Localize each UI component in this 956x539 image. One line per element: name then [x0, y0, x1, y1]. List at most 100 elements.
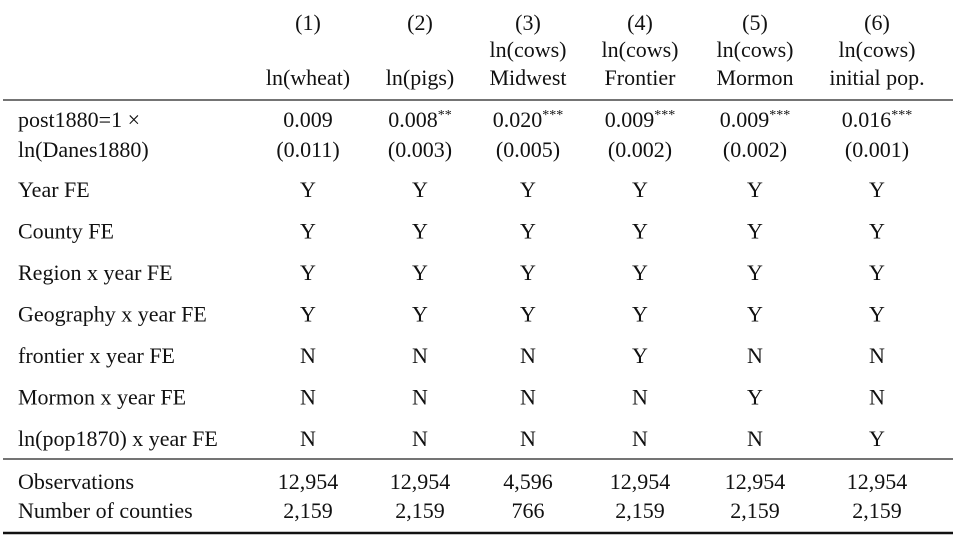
cell: 766: [512, 498, 545, 523]
significance-stars: **: [438, 108, 452, 123]
cell: 12,954: [847, 469, 908, 494]
estimate-value: 0.016: [842, 107, 892, 132]
row-label: ln(pop1870) x year FE: [18, 426, 218, 451]
cell: N: [300, 385, 316, 410]
row-label: post1880=1 ×: [18, 107, 140, 132]
estimate-value: 0.008: [388, 107, 438, 132]
cell: Y: [632, 177, 648, 202]
cell: Y: [869, 426, 885, 451]
estimate-value: 0.009: [720, 107, 770, 132]
significance-stars: ***: [542, 108, 563, 123]
cell: Y: [412, 302, 428, 327]
cell: Y: [632, 343, 648, 368]
row-label: Observations: [18, 469, 134, 494]
cell: 2,159: [283, 498, 333, 523]
row-label: County FE: [18, 219, 114, 244]
cell: N: [632, 385, 648, 410]
cell: Y: [300, 260, 316, 285]
cell: Y: [747, 177, 763, 202]
cell: N: [412, 426, 428, 451]
significance-stars: ***: [654, 108, 675, 123]
column-label: Mormon: [717, 65, 794, 90]
cell: N: [300, 343, 316, 368]
standard-error: (0.002): [608, 137, 672, 162]
cell: 2,159: [395, 498, 445, 523]
estimate: 0.009***: [720, 107, 791, 132]
cell: Y: [747, 219, 763, 244]
estimate-value: 0.020: [493, 107, 543, 132]
column-label: ln(cows): [490, 37, 567, 62]
estimate-value: 0.009: [283, 107, 333, 132]
cell: 12,954: [278, 469, 339, 494]
cell: 12,954: [725, 469, 786, 494]
cell: Y: [412, 177, 428, 202]
cell: Y: [632, 302, 648, 327]
cell: N: [632, 426, 648, 451]
row-label: Mormon x year FE: [18, 385, 186, 410]
column-number: (3): [515, 10, 541, 35]
cell: Y: [520, 219, 536, 244]
standard-error: (0.005): [496, 137, 560, 162]
cell: Y: [869, 260, 885, 285]
cell: N: [412, 343, 428, 368]
cell: N: [869, 343, 885, 368]
standard-error: (0.001): [845, 137, 909, 162]
estimate-value: 0.009: [605, 107, 655, 132]
standard-error: (0.003): [388, 137, 452, 162]
column-label: Midwest: [490, 65, 567, 90]
cell: 12,954: [390, 469, 451, 494]
cell: Y: [747, 385, 763, 410]
standard-error: (0.011): [276, 137, 339, 162]
cell: 4,596: [503, 469, 553, 494]
column-label: ln(wheat): [266, 65, 350, 90]
cell: Y: [300, 177, 316, 202]
column-label: Frontier: [605, 65, 677, 90]
column-label: ln(cows): [602, 37, 679, 62]
significance-stars: ***: [769, 108, 790, 123]
column-number: (1): [295, 10, 321, 35]
row-label: Region x year FE: [18, 260, 173, 285]
cell: Y: [412, 260, 428, 285]
cell: Y: [869, 219, 885, 244]
row-label: Year FE: [18, 177, 90, 202]
column-number: (5): [742, 10, 768, 35]
column-number: (6): [864, 10, 890, 35]
cell: 2,159: [852, 498, 902, 523]
column-label: initial pop.: [829, 65, 924, 90]
cell: Y: [300, 219, 316, 244]
cell: Y: [869, 177, 885, 202]
cell: N: [520, 385, 536, 410]
cell: N: [520, 426, 536, 451]
row-label: Geography x year FE: [18, 302, 207, 327]
cell: N: [412, 385, 428, 410]
cell: N: [520, 343, 536, 368]
cell: Y: [412, 219, 428, 244]
cell: 12,954: [610, 469, 671, 494]
standard-error: (0.002): [723, 137, 787, 162]
cell: Y: [747, 302, 763, 327]
cell: N: [747, 343, 763, 368]
row-label: ln(Danes1880): [18, 137, 149, 162]
estimate: 0.016***: [842, 107, 913, 132]
cell: Y: [520, 260, 536, 285]
cell: N: [747, 426, 763, 451]
cell: Y: [520, 177, 536, 202]
estimate: 0.009: [283, 107, 333, 132]
significance-stars: ***: [891, 108, 912, 123]
estimate: 0.020***: [493, 107, 564, 132]
column-number: (4): [627, 10, 653, 35]
column-number: (2): [407, 10, 433, 35]
cell: Y: [300, 302, 316, 327]
estimate: 0.008**: [388, 107, 452, 132]
cell: N: [869, 385, 885, 410]
cell: Y: [632, 260, 648, 285]
cell: Y: [520, 302, 536, 327]
cell: N: [300, 426, 316, 451]
row-label: frontier x year FE: [18, 343, 175, 368]
cell: Y: [747, 260, 763, 285]
column-label: ln(cows): [839, 37, 916, 62]
cell: Y: [869, 302, 885, 327]
column-label: ln(cows): [717, 37, 794, 62]
cell: Y: [632, 219, 648, 244]
